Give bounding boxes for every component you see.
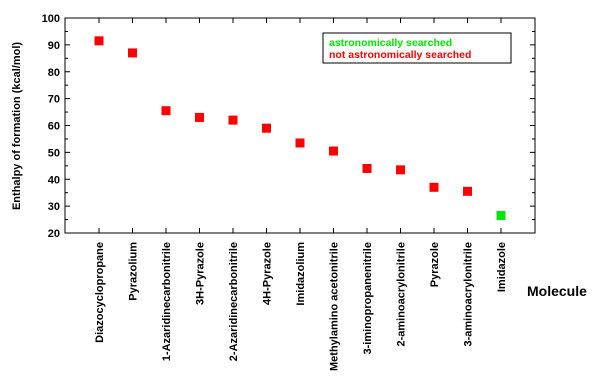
data-point — [463, 186, 472, 196]
y-tick-label: 100 — [42, 13, 60, 25]
x-tick-label: 2-aminoacrylonitrile — [396, 242, 408, 347]
y-tick-label: 40 — [48, 174, 60, 186]
y-axis-title: Enthalpy of formation (kcal/mol) — [11, 42, 23, 210]
data-point — [362, 164, 372, 173]
data-point — [128, 48, 137, 58]
legend-item-astronomically-searched: astronomically searched — [329, 37, 452, 49]
data-point — [161, 106, 171, 116]
x-tick-label: Diazocyclopropane — [94, 242, 106, 343]
x-tick-label: Imidazole — [496, 242, 508, 292]
data-point — [396, 165, 405, 175]
x-tick-label: 3-iminopropanenitrile — [362, 242, 374, 354]
y-tick-label: 30 — [48, 201, 60, 213]
y-tick-label: 60 — [48, 121, 60, 133]
y-axis: 20 30 40 50 60 70 80 90 100 — [42, 13, 535, 240]
y-tick-label: 50 — [48, 147, 60, 159]
x-tick-label: 1-Azaridinecarbonitrile — [161, 242, 173, 361]
data-point — [429, 182, 439, 192]
x-axis-title: Molecule — [527, 283, 587, 299]
legend: astronomically searched not astronomical… — [322, 32, 512, 64]
x-tick-label: Methylamino acetonitrile — [329, 242, 341, 371]
data-point — [496, 211, 506, 221]
x-tick-label: Pyrazole — [429, 242, 441, 287]
x-tick-label: 3-aminoacrylonitrile — [463, 242, 475, 347]
data-point — [329, 146, 338, 156]
data-point — [94, 36, 104, 46]
x-tick-label: Pyrazolium — [128, 242, 140, 301]
data-point — [195, 112, 204, 122]
data-point — [262, 123, 271, 133]
x-tick-label: 2-Azaridinecarbonitrile — [228, 242, 240, 361]
x-axis: Diazocyclopropane Pyrazolium 1-Azaridineca… — [94, 18, 508, 371]
x-tick-label: 3H-Pyrazole — [195, 242, 207, 305]
x-tick-label: Imidazolium — [295, 242, 307, 306]
y-tick-label: 20 — [48, 228, 60, 240]
legend-box — [322, 32, 512, 64]
data-point — [228, 115, 238, 125]
y-tick-label: 70 — [48, 94, 60, 106]
data-point — [295, 138, 305, 148]
legend-item-not-astronomically-searched: not astronomically searched — [329, 49, 471, 61]
y-tick-label: 90 — [48, 40, 60, 52]
data-markers — [94, 36, 506, 221]
y-tick-label: 80 — [48, 67, 60, 79]
x-tick-label: 4H-Pyrazole — [262, 242, 274, 305]
